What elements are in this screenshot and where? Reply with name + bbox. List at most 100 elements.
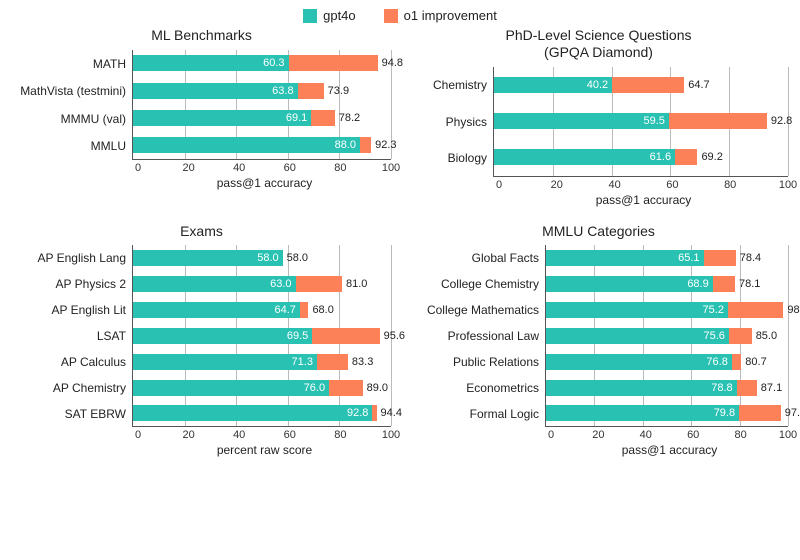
- x-tick: 20: [182, 162, 194, 174]
- bar-value-gpt4o: 68.9: [687, 278, 708, 290]
- x-axis-label: pass@1 accuracy: [622, 443, 718, 457]
- panel-title: PhD-Level Science Questions(GPQA Diamond…: [409, 27, 788, 61]
- bar-value-gpt4o: 64.7: [275, 304, 296, 316]
- legend-item-o1: o1 improvement: [384, 8, 497, 23]
- x-axis-label: pass@1 accuracy: [596, 193, 692, 207]
- x-tick: 100: [382, 162, 400, 174]
- legend-label-o1: o1 improvement: [404, 8, 497, 23]
- y-labels: AP English LangAP Physics 2AP English Li…: [12, 245, 132, 427]
- bar-value-o1: 78.4: [736, 252, 761, 264]
- y-label: MMMU (val): [12, 112, 126, 126]
- x-tick: 60: [687, 429, 699, 441]
- bar-value-gpt4o: 69.1: [286, 112, 307, 124]
- panel-gpqa: PhD-Level Science Questions(GPQA Diamond…: [409, 25, 788, 207]
- x-tick: 0: [135, 429, 141, 441]
- x-tick: 20: [182, 429, 194, 441]
- bar-row: 68.9 78.1: [546, 276, 788, 292]
- panel-title: MMLU Categories: [409, 223, 788, 240]
- x-tick: 80: [334, 162, 346, 174]
- y-label: AP English Lang: [12, 251, 126, 265]
- bar-segment-gpt4o: 76.0: [133, 380, 329, 396]
- x-tick: 40: [233, 162, 245, 174]
- x-tick: 0: [548, 429, 554, 441]
- bar-row: 64.7 68.0: [133, 302, 391, 318]
- y-labels: Global FactsCollege ChemistryCollege Mat…: [409, 245, 545, 427]
- bar-value-o1: 85.0: [752, 330, 777, 342]
- bar-row: 76.880.7: [546, 354, 788, 370]
- bars: 65.178.468.978.175.298.175.685.076.880.7…: [546, 245, 788, 426]
- bar-row: 88.092.3: [133, 137, 391, 153]
- bar-value-gpt4o: 92.8: [347, 407, 368, 419]
- bar-row: 78.887.1: [546, 380, 788, 396]
- bar-value-gpt4o: 71.3: [292, 356, 313, 368]
- y-label: Professional Law: [409, 329, 539, 343]
- y-label: AP English Lit: [12, 303, 126, 317]
- x-tick: 40: [608, 179, 620, 191]
- bars: 40.264.759.592.861.669.2: [494, 67, 788, 176]
- bar-row: 69.178.2: [133, 110, 391, 126]
- bar-row: 60.394.8: [133, 55, 391, 71]
- bar-value-o1: 78.1: [735, 278, 760, 290]
- bar-segment-gpt4o: 65.1: [546, 250, 704, 266]
- chart-body: AP English LangAP Physics 2AP English Li…: [12, 245, 391, 427]
- x-tick: 0: [496, 179, 502, 191]
- x-axis-label: pass@1 accuracy: [217, 176, 313, 190]
- bars: 60.394.8 63.873.9 69.178.2 88.092.3: [133, 50, 391, 159]
- bar-value-gpt4o: 63.8: [272, 85, 293, 97]
- bar-segment-gpt4o: 69.1: [133, 110, 311, 126]
- bar-segment-gpt4o: 40.2: [494, 77, 612, 93]
- x-tick: 60: [666, 179, 678, 191]
- bar-row: 59.592.8: [494, 113, 788, 129]
- y-label: MathVista (testmini): [12, 84, 126, 98]
- x-axis-label-wrap: pass@1 accuracy: [12, 176, 391, 190]
- bar-row: 79.897.0: [546, 405, 788, 421]
- bar-value-gpt4o: 60.3: [263, 57, 284, 69]
- panel-mmlu: MMLU Categories Global FactsCollege Chemi…: [409, 221, 788, 458]
- bar-value-gpt4o: 40.2: [587, 79, 608, 91]
- chart-grid: ML Benchmarks MATH MathVista (testmini) MMM…: [12, 25, 788, 457]
- bar-value-o1: 87.1: [757, 382, 782, 394]
- bar-row: 65.1 78.4: [546, 250, 788, 266]
- bar-segment-gpt4o: 60.3: [133, 55, 289, 71]
- bar-value-o1: 64.7: [684, 79, 709, 91]
- bar-segment-gpt4o: 79.8: [546, 405, 739, 421]
- bar-value-o1: 58.0: [283, 252, 308, 264]
- bar-value-o1: 89.0: [363, 382, 388, 394]
- panel-ml: ML Benchmarks MATH MathVista (testmini) MMM…: [12, 25, 391, 207]
- bar-value-gpt4o: 79.8: [714, 407, 735, 419]
- legend-item-gpt4o: gpt4o: [303, 8, 356, 23]
- y-label: Global Facts: [409, 251, 539, 265]
- y-label: MATH: [12, 57, 126, 71]
- panel-title: ML Benchmarks: [12, 27, 391, 44]
- x-tick: 20: [551, 179, 563, 191]
- x-axis: 020406080100: [12, 162, 391, 176]
- x-axis-label: percent raw score: [217, 443, 312, 457]
- bar-value-o1: 92.3: [371, 139, 396, 151]
- x-tick: 40: [640, 429, 652, 441]
- bars: 58.058.063.081.064.768.069.595.671.383.3…: [133, 245, 391, 426]
- y-label: SAT EBRW: [12, 407, 126, 421]
- y-label: Physics: [409, 115, 487, 129]
- plot-area: 65.178.468.978.175.298.175.685.076.880.7…: [545, 245, 788, 427]
- bar-value-o1: 94.4: [377, 407, 402, 419]
- legend-swatch-o1: [384, 9, 398, 23]
- y-label: LSAT: [12, 329, 126, 343]
- bar-segment-gpt4o: 69.5: [133, 328, 312, 344]
- y-label: Public Relations: [409, 355, 539, 369]
- legend-label-gpt4o: gpt4o: [323, 8, 356, 23]
- panel-title: Exams: [12, 223, 391, 240]
- bar-value-gpt4o: 69.5: [287, 330, 308, 342]
- bar-segment-gpt4o: 59.5: [494, 113, 669, 129]
- bar-value-gpt4o: 63.0: [270, 278, 291, 290]
- y-labels: ChemistryPhysicsBiology: [409, 67, 493, 177]
- bar-value-o1: 98.1: [783, 304, 800, 316]
- y-labels: MATHMathVista (testmini)MMMU (val)MMLU: [12, 50, 132, 160]
- x-axis: 020406080100: [12, 429, 391, 443]
- y-label: AP Calculus: [12, 355, 126, 369]
- bar-value-o1: 80.7: [741, 356, 766, 368]
- bar-row: 40.2 64.7: [494, 77, 788, 93]
- bar-row: 63.873.9: [133, 83, 391, 99]
- bar-row: 71.3 83.3: [133, 354, 391, 370]
- bar-value-o1: 68.0: [308, 304, 333, 316]
- bar-value-o1: 83.3: [348, 356, 373, 368]
